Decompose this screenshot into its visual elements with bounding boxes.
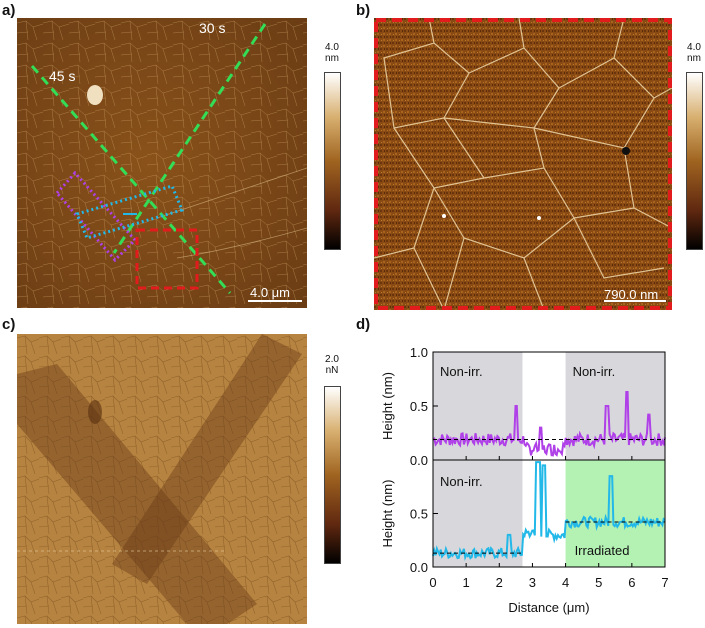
ytick-label-0-0: 0.0 bbox=[410, 453, 428, 468]
xtick-label-5: 5 bbox=[595, 575, 602, 590]
xtick-label-4: 4 bbox=[562, 575, 569, 590]
region-label-1-0: Non-irr. bbox=[440, 474, 483, 489]
annotation-30s: 30 s bbox=[199, 20, 226, 36]
xtick-label-3: 3 bbox=[529, 575, 536, 590]
shaded-region-1-1 bbox=[565, 460, 665, 567]
cyan-profile-box bbox=[74, 184, 185, 240]
panel-a-afm-image bbox=[17, 18, 307, 308]
xtick-label-2: 2 bbox=[496, 575, 503, 590]
ylabel-0: Height (nm) bbox=[380, 372, 395, 440]
ylabel-1: Height (nm) bbox=[380, 480, 395, 548]
panel-d-label: d) bbox=[356, 316, 371, 333]
panel-c-lfm-image bbox=[17, 334, 307, 624]
ytick-label-1-0: 0.0 bbox=[410, 560, 428, 575]
panel-c-label: c) bbox=[2, 316, 16, 333]
series-line-1 bbox=[432, 461, 666, 562]
particle-blob bbox=[87, 85, 103, 105]
ytick-label-0-1: 0.5 bbox=[410, 399, 428, 414]
xtick-label-6: 6 bbox=[628, 575, 635, 590]
purple-profile-box bbox=[54, 170, 138, 263]
region-label-0-1: Non-irr. bbox=[573, 364, 616, 379]
scalebar-a-label: 4.0 μm bbox=[250, 285, 291, 300]
region-label-0-0: Non-irr. bbox=[440, 364, 483, 379]
zoom-region-box bbox=[135, 228, 199, 290]
colorbar-b bbox=[686, 72, 703, 250]
colorbar-a bbox=[324, 72, 341, 250]
panel-b-label: b) bbox=[356, 2, 371, 19]
annotation-45s: 45 s bbox=[49, 68, 76, 84]
scalebar-a bbox=[248, 300, 302, 302]
ytick-label-0-2: 1.0 bbox=[410, 345, 428, 360]
xtick-label-1: 1 bbox=[463, 575, 470, 590]
scalebar-b bbox=[604, 300, 666, 302]
panel-b-afm-image bbox=[374, 18, 672, 310]
xtick-label-7: 7 bbox=[661, 575, 668, 590]
colorbar-c-max: 2.0 nN bbox=[325, 354, 339, 376]
region-label-1-1: Irradiated bbox=[575, 543, 630, 558]
colorbar-a-max: 4.0 nm bbox=[325, 42, 339, 64]
panel-a-label: a) bbox=[2, 2, 16, 19]
line-45s bbox=[30, 65, 232, 294]
series-line-0 bbox=[432, 391, 666, 457]
colorbar-b-max: 4.0 nm bbox=[687, 42, 701, 64]
line-30s bbox=[112, 23, 267, 254]
scalebar-b-label: 790.0 nm bbox=[604, 287, 659, 302]
colorbar-c bbox=[324, 386, 341, 564]
ytick-label-1-1: 0.5 bbox=[410, 507, 428, 522]
x-axis-label: Distance (μm) bbox=[508, 600, 589, 615]
xtick-label-0: 0 bbox=[429, 575, 436, 590]
